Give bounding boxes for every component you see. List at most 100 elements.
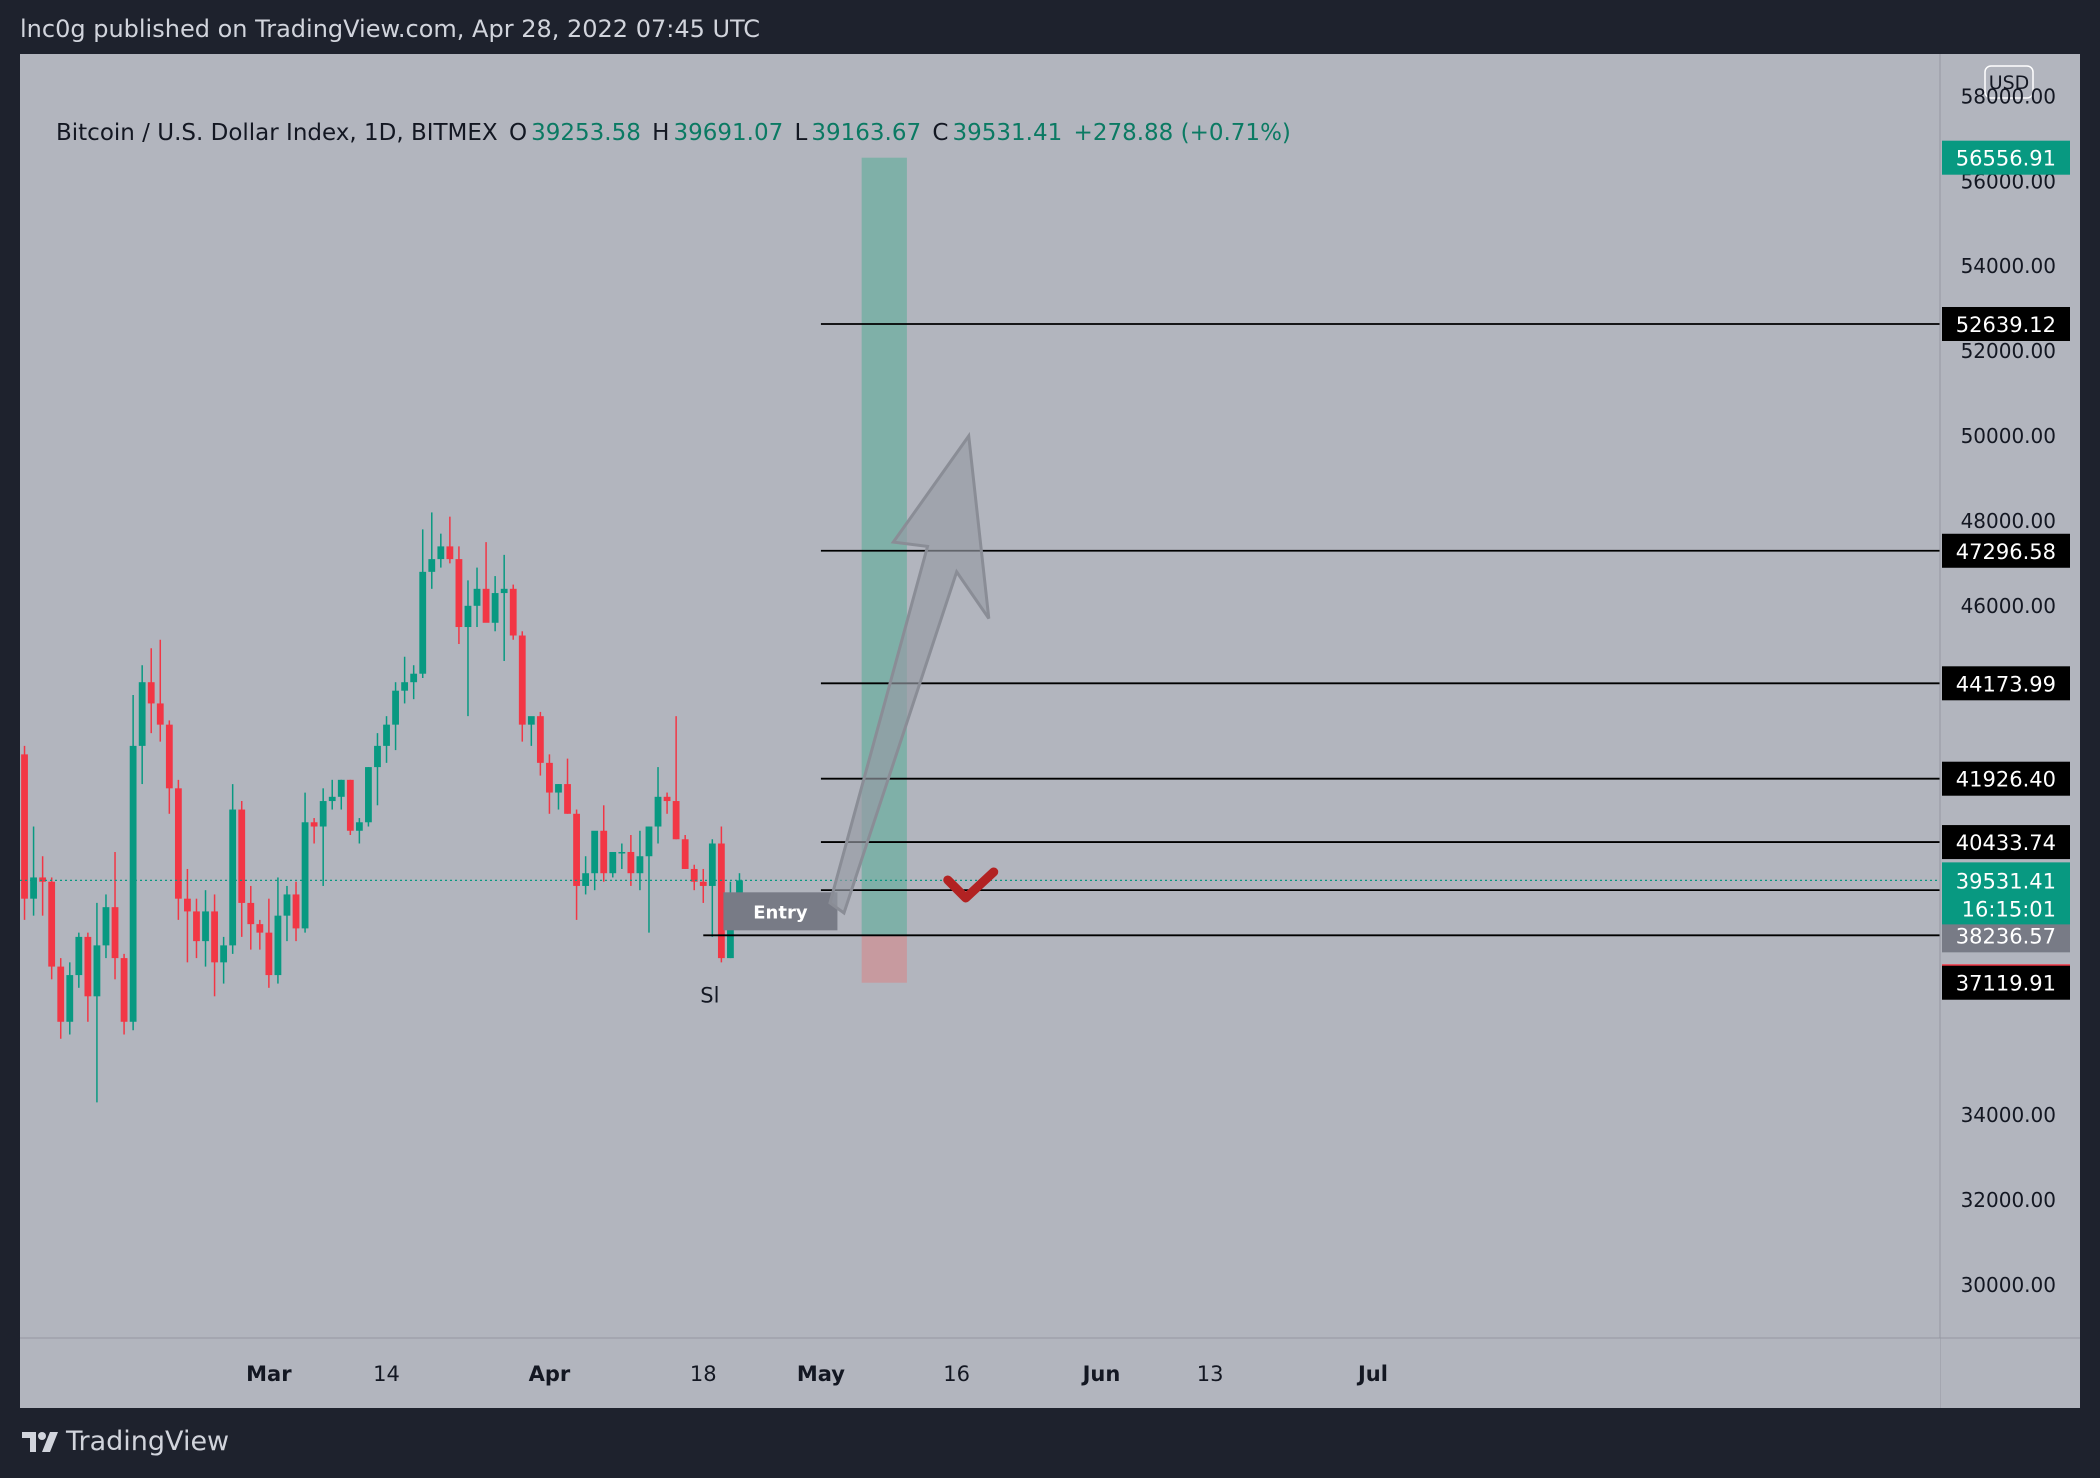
- candle-body: [256, 924, 264, 933]
- candle-body: [102, 907, 110, 946]
- candle-body: [355, 822, 363, 831]
- candle-body: [500, 588, 508, 594]
- candle-body: [211, 911, 218, 963]
- candle-body: [672, 801, 680, 840]
- tradingview-brand[interactable]: TradingView: [66, 1426, 230, 1457]
- candle-body: [410, 673, 418, 683]
- candle-body: [618, 851, 626, 854]
- candle-body: [220, 945, 228, 963]
- candle-body: [392, 690, 399, 725]
- candle-body: [129, 745, 137, 1022]
- candle-body: [564, 784, 571, 814]
- candle-body: [120, 958, 128, 1022]
- candle-body: [699, 881, 707, 886]
- published-by-text: lnc0g published on TradingView.com, Apr …: [20, 15, 761, 43]
- candle-body: [455, 559, 463, 628]
- candle-body: [419, 571, 427, 674]
- check-mark-icon: [943, 867, 999, 903]
- candle-body: [337, 779, 345, 797]
- price-tick-label: 58000.00: [1961, 84, 2056, 108]
- price-tick-label: 48000.00: [1961, 509, 2056, 533]
- close-label: C: [932, 120, 949, 146]
- candle-body: [57, 966, 65, 1022]
- time-tick-label: May: [797, 1362, 845, 1386]
- time-tick-label: 18: [690, 1362, 717, 1386]
- candle-body: [627, 851, 635, 874]
- time-axis: [20, 1338, 1940, 1408]
- projection-arrow: [828, 431, 991, 916]
- price-tick-label: 32000.00: [1961, 1188, 2056, 1212]
- candle-body: [654, 796, 662, 827]
- candle-body: [21, 754, 28, 899]
- level-price-label-bg: [1942, 306, 2070, 341]
- candle-body: [93, 945, 101, 997]
- entry-label: Entry: [753, 902, 808, 923]
- candle-body: [482, 588, 490, 623]
- candle-body: [555, 784, 562, 793]
- entry-label-box: [723, 892, 838, 931]
- candle-body: [491, 593, 499, 623]
- candle-body: [527, 716, 535, 725]
- candle-body: [75, 936, 83, 976]
- candle-body: [292, 894, 300, 929]
- open-value: 39253.58: [531, 120, 641, 146]
- level-price-label: 37119.91: [1956, 972, 2056, 996]
- level-price-label-bg: [1942, 825, 2070, 860]
- level-price-label: 40433.74: [1956, 831, 2056, 855]
- stop-loss-label: Sl: [700, 984, 719, 1008]
- candle-body: [138, 682, 146, 746]
- symbol-name[interactable]: Bitcoin / U.S. Dollar Index, 1D, BITMEX: [56, 120, 498, 146]
- high-value: 39691.07: [673, 120, 784, 146]
- last-price-label: 39531.41: [1956, 869, 2056, 893]
- candle-body: [319, 801, 327, 827]
- candle-body: [582, 873, 590, 886]
- candle-body: [274, 915, 282, 976]
- footer: [0, 1408, 2100, 1478]
- candle-body: [39, 877, 47, 882]
- candle-body: [645, 826, 653, 857]
- candle-body: [591, 830, 599, 874]
- candle-body: [473, 588, 481, 606]
- level-price-label-bg: [1942, 761, 2070, 796]
- level-price-label-bg: [1942, 666, 2070, 701]
- candle-body: [147, 682, 155, 704]
- last-price-label-bg: [1942, 862, 2070, 925]
- level-price-label-bg: [1942, 965, 2070, 1000]
- candle-body: [48, 881, 56, 967]
- candle-body: [546, 762, 553, 793]
- time-tick-label: 13: [1197, 1362, 1224, 1386]
- time-tick-label: 14: [373, 1362, 400, 1386]
- candle-body: [283, 894, 291, 916]
- time-tick-label: Apr: [529, 1362, 571, 1386]
- level-price-label: 44173.99: [1956, 672, 2056, 696]
- candle-body: [193, 911, 200, 942]
- open-label: O: [509, 120, 528, 146]
- time-tick-label: Jun: [1081, 1362, 1121, 1386]
- candle-body: [84, 936, 92, 997]
- candle-body: [636, 856, 644, 874]
- candle-body: [708, 843, 716, 886]
- candle-body: [717, 843, 725, 959]
- candle-body: [229, 809, 237, 946]
- candle-body: [165, 724, 173, 789]
- currency-label: USD: [1989, 72, 2030, 94]
- tradingview-logo-icon[interactable]: [20, 1426, 60, 1458]
- candle-body: [156, 703, 164, 725]
- target-price-label: 56556.91: [1956, 147, 2056, 171]
- chart-area[interactable]: Entry Sl USD 58000.00 56000.00 54000.00 52000…: [20, 54, 2080, 1408]
- price-tick-label: 34000.00: [1961, 1103, 2056, 1127]
- symbol-legend: Bitcoin / U.S. Dollar Index, 1D, BITMEX …: [56, 120, 1295, 146]
- candle-body: [464, 605, 472, 628]
- bar-countdown-label: 16:15:01: [1962, 897, 2056, 921]
- candle-body: [66, 975, 74, 1022]
- level-price-label: 47296.58: [1956, 540, 2056, 564]
- candle-body: [247, 902, 255, 925]
- candle-body: [30, 877, 37, 899]
- target-price-label-bg: [1942, 140, 2070, 175]
- candle-body: [573, 813, 580, 886]
- candle-body: [727, 907, 734, 959]
- price-tick-label: 50000.00: [1961, 424, 2056, 448]
- candle-body: [365, 767, 372, 823]
- candle-body: [265, 932, 273, 976]
